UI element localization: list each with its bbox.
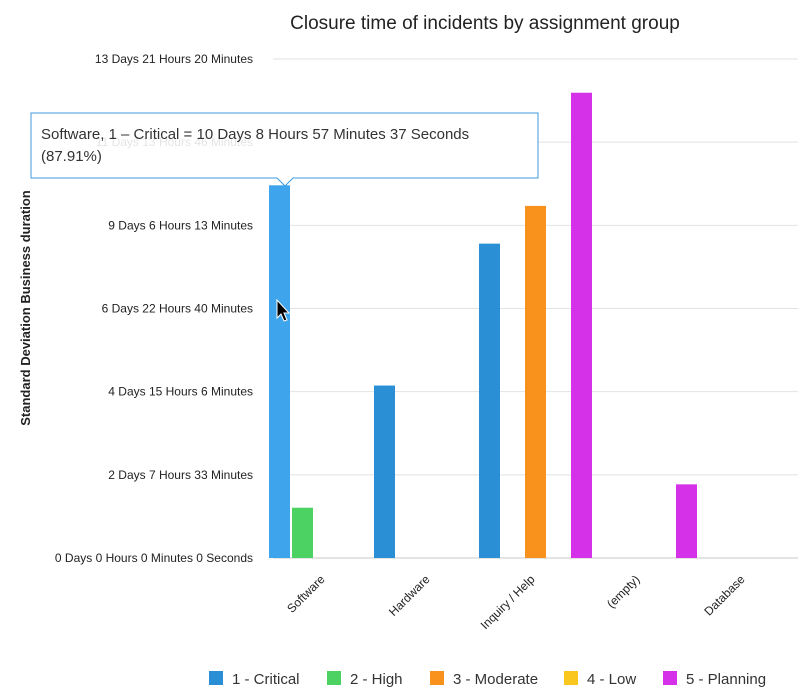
bar[interactable] [571, 92, 592, 558]
tooltip-line-1: Software, 1 – Critical = 10 Days 8 Hours… [41, 126, 469, 143]
legend-label[interactable]: 3 - Moderate [453, 671, 538, 688]
x-tick-label: Inquiry / Help [478, 572, 538, 632]
legend-swatch [564, 671, 578, 685]
y-tick-label: 0 Days 0 Hours 0 Minutes 0 Seconds [55, 551, 253, 565]
legend-label[interactable]: 5 - Planning [686, 671, 766, 688]
legend-swatch [327, 671, 341, 685]
x-axis-ticks: Software Hardware Inquiry / Help (empty) Dat… [284, 572, 748, 632]
x-tick-label: Hardware [386, 572, 433, 619]
x-tick-label: Software [284, 572, 328, 616]
legend-label[interactable]: 2 - High [350, 671, 403, 688]
legend-swatch [663, 671, 677, 685]
tooltip: Software, 1 – Critical = 10 Days 8 Hours… [30, 112, 539, 187]
bar[interactable] [269, 185, 290, 558]
bar[interactable] [676, 484, 697, 558]
y-tick-label: 9 Days 6 Hours 13 Minutes [108, 218, 253, 232]
y-tick-label: 6 Days 22 Hours 40 Minutes [102, 302, 253, 316]
legend-swatch [209, 671, 223, 685]
x-tick-label: Database [701, 572, 747, 618]
mouse-cursor-icon [276, 298, 291, 322]
bar[interactable] [292, 507, 313, 558]
legend-label[interactable]: 1 - Critical [232, 671, 300, 688]
legend-label[interactable]: 4 - Low [587, 671, 636, 688]
bars [269, 92, 697, 558]
tooltip-line-2: (87.91%) [41, 148, 102, 165]
y-tick-label: 2 Days 7 Hours 33 Minutes [108, 468, 253, 482]
x-tick-label: (empty) [604, 572, 643, 611]
bar[interactable] [374, 385, 395, 558]
chart-title: Closure time of incidents by assignment … [290, 13, 680, 34]
bar[interactable] [525, 205, 546, 558]
legend-swatch [430, 671, 444, 685]
y-tick-label: 13 Days 21 Hours 20 Minutes [95, 52, 253, 66]
y-tick-label: 4 Days 15 Hours 6 Minutes [108, 385, 253, 399]
bar[interactable] [479, 243, 500, 558]
legend: 1 - Critical 2 - High 3 - Moderate 4 - Low 5… [209, 671, 766, 688]
y-axis-label: Standard Deviation Business duration [18, 190, 33, 426]
tooltip-box [30, 112, 539, 187]
